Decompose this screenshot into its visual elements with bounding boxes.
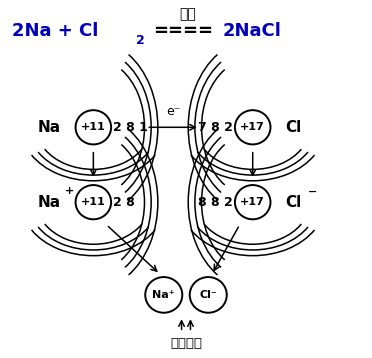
Text: 2: 2 [136, 34, 145, 48]
Text: 2NaCl: 2NaCl [223, 22, 282, 40]
Text: e⁻: e⁻ [166, 105, 180, 118]
Text: Na: Na [38, 195, 61, 210]
Text: Cl: Cl [285, 120, 302, 135]
Text: 2Na + Cl: 2Na + Cl [12, 22, 98, 40]
Text: Na⁺: Na⁺ [153, 290, 175, 300]
Text: Na: Na [38, 120, 61, 135]
Text: 2 8: 2 8 [113, 196, 135, 209]
Text: 8 8 2: 8 8 2 [198, 196, 233, 209]
Text: −: − [308, 187, 317, 197]
Text: +17: +17 [240, 122, 265, 132]
Text: ====: ==== [153, 22, 213, 40]
Text: 2 8 1: 2 8 1 [113, 121, 148, 134]
Text: +11: +11 [81, 122, 106, 132]
Text: +11: +11 [81, 197, 106, 207]
Text: Cl⁻: Cl⁻ [199, 290, 217, 300]
Text: +17: +17 [240, 197, 265, 207]
Text: Cl: Cl [285, 195, 302, 210]
Text: 7 8 2: 7 8 2 [198, 121, 233, 134]
Text: +: + [64, 187, 74, 197]
Text: 静电作用: 静电作用 [170, 337, 202, 350]
Text: 点燃: 点燃 [179, 7, 196, 21]
